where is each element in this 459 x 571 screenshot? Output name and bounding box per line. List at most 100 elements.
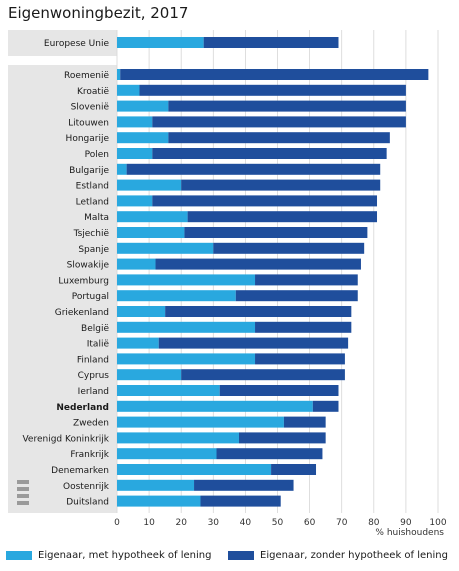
category-label-hongarije: Hongarije — [66, 134, 110, 144]
category-label-letland: Letland — [76, 197, 109, 207]
category-label-litouwen: Litouwen — [68, 118, 109, 128]
bar-with-mortgage-slovenie — [117, 100, 169, 112]
category-label-belgie: België — [81, 324, 109, 334]
bar-without-mortgage-polen — [152, 148, 387, 159]
category-label-griekenland: Griekenland — [55, 308, 109, 318]
bar-without-mortgage-slovenie — [168, 100, 406, 112]
bar-without-mortgage-estland — [181, 179, 381, 191]
category-label-finland: Finland — [77, 355, 109, 365]
category-label-spanje: Spanje — [78, 245, 109, 255]
bar-without-mortgage-hongarije — [168, 132, 390, 144]
bar-without-mortgage-griekenland — [165, 306, 352, 317]
bar-without-mortgage-europese-unie — [203, 37, 339, 48]
bar-with-mortgage-denemarken — [117, 464, 272, 475]
bar-with-mortgage-zweden — [117, 416, 284, 428]
x-axis-label: % huishoudens — [375, 528, 444, 538]
bar-with-mortgage-letland — [117, 195, 153, 207]
bar-without-mortgage-portugal — [235, 290, 358, 302]
category-label-portugal: Portugal — [72, 292, 109, 302]
x-tick-label-30: 30 — [208, 518, 220, 528]
category-label-nederland: Nederland — [56, 403, 109, 413]
bar-with-mortgage-tsjechie — [117, 227, 185, 238]
bar-without-mortgage-tsjechie — [184, 227, 368, 238]
bar-without-mortgage-cyprus — [181, 369, 345, 381]
bar-without-mortgage-frankrijk — [216, 448, 323, 460]
category-label-ierland: Ierland — [78, 387, 109, 397]
x-tick-label-40: 40 — [240, 518, 252, 528]
bar-without-mortgage-slowakije — [155, 258, 361, 270]
bar-with-mortgage-malta — [117, 211, 188, 223]
bar-without-mortgage-nederland — [312, 400, 339, 412]
cbs-logo-icon — [17, 480, 29, 505]
chart-title: Eigenwoningbezit, 2017 — [8, 4, 189, 22]
category-label-roemenie: Roemenië — [64, 71, 109, 81]
legend-item-without-mortgage: Eigenaar, zonder hypotheek of lening — [228, 550, 448, 561]
category-label-slowakije: Slowakije — [67, 261, 110, 271]
legend-label-without-mortgage: Eigenaar, zonder hypotheek of lening — [260, 550, 448, 561]
bar-without-mortgage-verenigd-koninkrijk — [238, 432, 326, 444]
category-label-cyprus: Cyprus — [78, 371, 110, 381]
bar-with-mortgage-roemenie — [117, 69, 121, 80]
category-label-europese-unie: Europese Unie — [44, 39, 110, 49]
bar-with-mortgage-nederland — [117, 400, 313, 412]
bar-with-mortgage-cyprus — [117, 369, 182, 381]
category-label-tsjechie: Tsjechië — [73, 229, 110, 239]
x-tick-label-90: 90 — [400, 518, 412, 528]
x-tick-label-50: 50 — [272, 518, 284, 528]
bar-with-mortgage-duitsland — [117, 495, 201, 507]
bar-with-mortgage-litouwen — [117, 116, 153, 128]
bar-without-mortgage-bulgarije — [126, 163, 381, 175]
category-label-malta: Malta — [84, 213, 109, 223]
legend-label-with-mortgage: Eigenaar, met hypotheek of lening — [38, 550, 212, 561]
bar-without-mortgage-duitsland — [200, 495, 281, 507]
bar-without-mortgage-malta — [187, 211, 378, 223]
bar-without-mortgage-oostenrijk — [194, 479, 294, 491]
x-tick-label-60: 60 — [304, 518, 316, 528]
bar-with-mortgage-verenigd-koninkrijk — [117, 432, 239, 444]
bar-with-mortgage-ierland — [117, 385, 220, 396]
bar-with-mortgage-polen — [117, 148, 153, 159]
bar-with-mortgage-griekenland — [117, 306, 166, 317]
bar-without-mortgage-kroatie — [139, 84, 406, 96]
bar-with-mortgage-finland — [117, 353, 256, 365]
x-tick-label-100: 100 — [429, 518, 446, 528]
category-label-bulgarije: Bulgarije — [69, 166, 109, 176]
category-label-verenigd-koninkrijk: Verenigd Koninkrijk — [22, 434, 109, 444]
legend-swatch-with-mortgage — [6, 551, 32, 560]
legend-swatch-without-mortgage — [228, 551, 254, 560]
bar-without-mortgage-luxemburg — [255, 274, 358, 286]
x-tick-label-0: 0 — [114, 518, 120, 528]
bar-with-mortgage-luxemburg — [117, 274, 256, 286]
bar-without-mortgage-letland — [152, 195, 378, 207]
bar-with-mortgage-estland — [117, 179, 182, 191]
bar-without-mortgage-spanje — [213, 242, 365, 254]
bar-without-mortgage-zweden — [283, 416, 326, 428]
bar-with-mortgage-slowakije — [117, 258, 156, 270]
bar-with-mortgage-hongarije — [117, 132, 169, 144]
bar-with-mortgage-portugal — [117, 290, 236, 302]
bar-without-mortgage-roemenie — [120, 69, 429, 80]
category-label-denemarken: Denemarken — [51, 466, 109, 476]
category-label-slovenie: Slovenië — [71, 103, 110, 113]
category-label-duitsland: Duitsland — [66, 498, 109, 508]
bar-with-mortgage-spanje — [117, 242, 214, 254]
bar-without-mortgage-italie — [158, 337, 349, 349]
x-tick-label-10: 10 — [143, 518, 155, 528]
category-label-luxemburg: Luxemburg — [58, 276, 109, 286]
bar-without-mortgage-finland — [255, 353, 345, 365]
label-panel — [8, 30, 117, 513]
bar-without-mortgage-denemarken — [271, 464, 317, 475]
x-tick-label-70: 70 — [336, 518, 348, 528]
bar-without-mortgage-litouwen — [152, 116, 406, 128]
bar-with-mortgage-italie — [117, 337, 159, 349]
bar-with-mortgage-bulgarije — [117, 163, 127, 175]
bar-with-mortgage-kroatie — [117, 84, 140, 96]
group-separator — [8, 56, 452, 65]
category-label-italie: Italië — [87, 340, 110, 350]
category-label-oostenrijk: Oostenrijk — [63, 482, 110, 492]
bar-with-mortgage-oostenrijk — [117, 479, 195, 491]
x-tick-label-20: 20 — [175, 518, 187, 528]
x-tick-label-80: 80 — [368, 518, 380, 528]
category-label-kroatie: Kroatië — [77, 87, 109, 97]
